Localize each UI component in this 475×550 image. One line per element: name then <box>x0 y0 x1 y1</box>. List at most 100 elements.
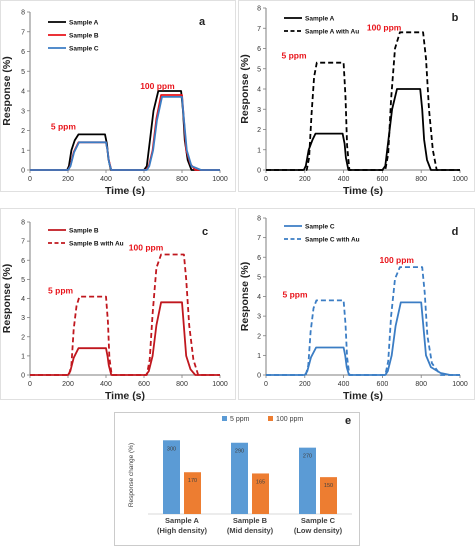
category-label: Sample C (Low density) <box>294 516 343 535</box>
x-tick-label: 600 <box>138 381 150 388</box>
x-tick-label: 0 <box>28 176 32 183</box>
legend-label: Sample A <box>69 20 99 27</box>
x-tick-label: 800 <box>415 381 427 388</box>
panel-d: 0 1 2 3 4 5 6 7 8 0 200 400 600 800 1000 Time (s) Respon… <box>238 208 475 402</box>
annotation-label: 100 ppm <box>379 255 414 265</box>
y-tick-label: 4 <box>21 89 25 96</box>
x-tick-label: 400 <box>100 176 112 183</box>
panel-e: 5 ppm 100 ppm 300 170 Sample A (High density)… <box>114 412 360 546</box>
x-tick-label: 1000 <box>452 176 468 183</box>
legend-label: 5 ppm <box>230 416 250 423</box>
annotation-label: 5 ppm <box>51 122 76 132</box>
annotation-label: 100 ppm <box>367 22 402 32</box>
y-axis-title: Response change (%) <box>128 443 135 507</box>
y-tick-label: 7 <box>257 235 261 242</box>
legend-label: Sample A <box>305 16 335 23</box>
x-tick-label: 0 <box>28 381 32 388</box>
y-tick-label: 5 <box>21 277 25 284</box>
x-axis-title: Time (s) <box>105 390 145 402</box>
x-tick-label: 800 <box>176 381 188 388</box>
bar-value-label: 290 <box>235 449 244 455</box>
y-tick-label: 0 <box>257 168 261 175</box>
category-label: Sample B (Mid density) <box>227 516 274 535</box>
x-tick-label: 800 <box>176 176 188 183</box>
bar-value-label: 300 <box>167 446 176 452</box>
annotation-label: 100 ppm <box>140 81 175 91</box>
y-tick-label: 6 <box>21 258 25 265</box>
series-line-sample-b-with-au <box>30 253 220 376</box>
series-line-sample-c <box>30 96 220 171</box>
y-tick-label: 7 <box>21 29 25 36</box>
x-tick-label: 600 <box>377 381 389 388</box>
x-tick-label: 200 <box>62 381 74 388</box>
x-axis-title: Time (s) <box>105 185 145 197</box>
x-tick-label: 0 <box>264 381 268 388</box>
y-tick-label: 2 <box>21 128 25 135</box>
panel-frame <box>0 0 236 192</box>
x-tick-label: 1000 <box>452 381 468 388</box>
panel-frame <box>238 208 475 400</box>
y-tick-label: 1 <box>21 353 25 360</box>
x-tick-label: 1000 <box>212 381 228 388</box>
bar-100-ppm-3 <box>320 477 337 514</box>
x-tick-label: 200 <box>62 176 74 183</box>
y-tick-label: 5 <box>257 274 261 281</box>
y-tick-label: 4 <box>21 296 25 303</box>
y-tick-label: 8 <box>257 216 261 223</box>
y-axis-title: Response (%) <box>1 264 13 333</box>
series-line-sample-c-with-au <box>266 266 460 376</box>
x-tick-label: 600 <box>377 176 389 183</box>
annotation-label: 5 ppm <box>282 289 307 299</box>
x-tick-label: 200 <box>299 176 311 183</box>
panel-b: 0 1 2 3 4 5 6 7 8 0 200 400 600 800 1000 Time (s) Respon… <box>238 0 475 197</box>
bar-value-label: 170 <box>188 478 197 484</box>
panel-letter: e <box>345 415 351 427</box>
bar-100-ppm-1 <box>184 472 201 514</box>
y-tick-label: 3 <box>21 315 25 322</box>
y-tick-label: 6 <box>21 49 25 56</box>
panel-c: 0 1 2 3 4 5 6 7 8 0 200 400 600 800 1000 Time (s) Respon… <box>0 208 236 402</box>
y-tick-label: 3 <box>257 107 261 114</box>
y-tick-label: 4 <box>257 87 261 94</box>
legend-label: Sample A with Au <box>305 29 359 36</box>
series-line-sample-c <box>266 301 460 376</box>
x-tick-label: 400 <box>338 176 350 183</box>
x-tick-label: 400 <box>338 381 350 388</box>
y-axis-title: Response (%) <box>239 262 251 331</box>
y-tick-label: 2 <box>257 333 261 340</box>
y-tick-label: 8 <box>257 6 261 13</box>
x-tick-label: 0 <box>264 176 268 183</box>
legend-swatch <box>268 416 273 421</box>
annotation-label: 5 ppm <box>282 51 307 61</box>
legend-label: 100 ppm <box>276 416 303 423</box>
bar-5-ppm-3 <box>299 447 316 514</box>
x-tick-label: 600 <box>138 176 150 183</box>
x-tick-label: 1000 <box>212 176 228 183</box>
x-tick-label: 200 <box>299 381 311 388</box>
y-tick-label: 2 <box>21 334 25 341</box>
panel-frame <box>0 208 236 400</box>
y-tick-label: 3 <box>21 108 25 115</box>
y-tick-label: 1 <box>257 353 261 360</box>
bar-5-ppm-2 <box>231 442 248 514</box>
y-axis-title: Response (%) <box>1 56 13 125</box>
y-tick-label: 7 <box>257 26 261 33</box>
y-tick-label: 7 <box>21 239 25 246</box>
legend-label: Sample B <box>69 228 99 235</box>
panel-letter: a <box>199 16 206 28</box>
y-tick-label: 1 <box>257 147 261 154</box>
y-tick-label: 3 <box>257 314 261 321</box>
legend-label: Sample B <box>69 33 99 40</box>
bar-100-ppm-2 <box>252 473 269 514</box>
y-tick-label: 8 <box>21 220 25 227</box>
y-axis-title: Response (%) <box>239 54 251 123</box>
panel-a: 0 1 2 3 4 5 6 7 8 0 200 400 600 800 1000 Time (s) Respon… <box>0 0 236 197</box>
y-tick-label: 5 <box>21 69 25 76</box>
bar-value-label: 165 <box>256 479 265 485</box>
x-tick-label: 800 <box>415 176 427 183</box>
legend-label: Sample C <box>305 224 335 231</box>
bar-value-label: 270 <box>303 454 312 460</box>
y-tick-label: 8 <box>21 10 25 17</box>
legend-label: Sample C with Au <box>305 237 360 244</box>
